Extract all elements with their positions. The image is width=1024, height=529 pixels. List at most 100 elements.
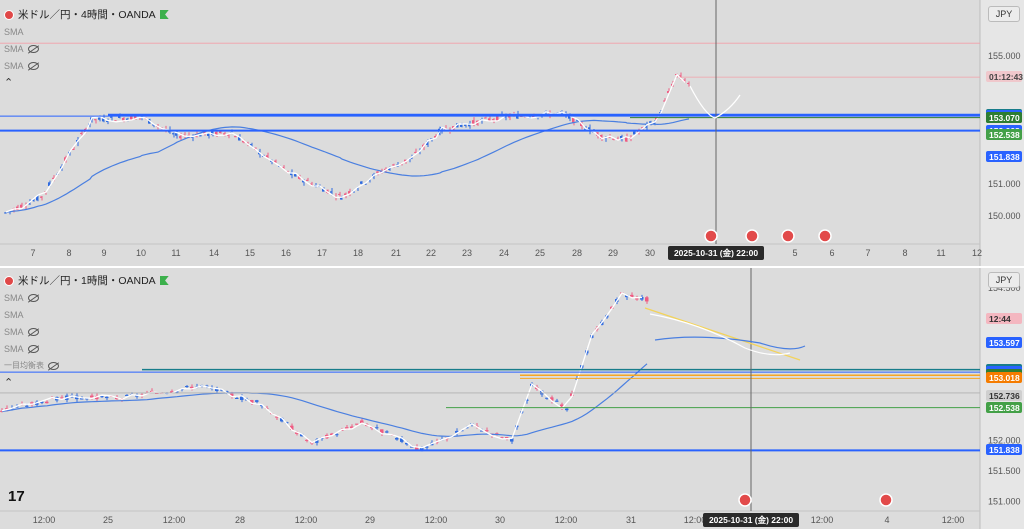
trend-line [644, 307, 801, 361]
candle-body [280, 417, 284, 422]
candle-body [190, 386, 194, 390]
forecast-line [689, 85, 741, 119]
currency-button[interactable]: JPY [988, 272, 1020, 288]
candle-body [242, 140, 245, 143]
candle-body [484, 117, 487, 119]
candle-body [60, 397, 64, 399]
candle-body [350, 426, 354, 429]
sma-label[interactable]: SMA [4, 292, 24, 303]
candle-body [4, 212, 7, 214]
time-tick-label: 29 [608, 248, 618, 258]
candle-body [298, 175, 301, 179]
legend-1h: 米ドル／円・1時間・OANDA SMA SMA SMA SMA 一目均衡表 ⌃ [4, 272, 169, 391]
candle-body [95, 395, 99, 400]
time-tick-label: 11 [171, 248, 180, 258]
sma-label[interactable]: SMA [4, 60, 24, 71]
candle-body [28, 202, 31, 205]
crosshair-time-badge [668, 246, 764, 260]
sma-label[interactable]: SMA [4, 26, 24, 37]
candle-body [508, 116, 511, 118]
time-tick-label: 12 [972, 248, 982, 258]
hidden-eye-icon[interactable] [27, 327, 39, 336]
crosshair-time-badge [703, 513, 799, 527]
time-tick-label: 18 [353, 248, 363, 258]
candle-body [653, 122, 656, 125]
candle-body [32, 200, 35, 202]
candle-body [410, 446, 414, 448]
price-tag [986, 337, 1022, 348]
candle-body [80, 132, 83, 134]
candle-body [274, 160, 277, 163]
crosshair-time-label: 2025-10-31 (金) 22:00 [709, 515, 793, 525]
price-tag [986, 129, 1022, 140]
candle-body [434, 136, 437, 138]
chart-canvas-4h[interactable]: 155.000151.000150.00001:12:43153.161153.… [0, 0, 1024, 266]
collapse-caret-icon[interactable]: ⌃ [4, 77, 14, 89]
hidden-eye-icon[interactable] [27, 344, 39, 353]
time-tick-label: 7 [30, 248, 35, 258]
candle-body [584, 128, 587, 130]
sma-label[interactable]: SMA [4, 309, 24, 320]
forecast-line [649, 313, 791, 356]
candle-body [25, 405, 29, 407]
candle-body [345, 427, 349, 429]
currency-button[interactable]: JPY [988, 6, 1020, 22]
candle-body [384, 168, 387, 170]
symbol-title[interactable]: 米ドル／円・4時間・OANDA [18, 9, 156, 21]
candle-body [376, 171, 379, 173]
candle-body [465, 427, 469, 429]
hidden-eye-icon[interactable] [48, 361, 59, 370]
sma-label[interactable]: SMA [4, 326, 24, 337]
sma-label[interactable]: SMA [4, 43, 24, 54]
chart-canvas-1h[interactable]: 154.500 152.000 151.500 151.000 12:44 153.597… [0, 268, 1024, 529]
candle-body [310, 183, 313, 186]
candle-body [266, 155, 269, 158]
candle-body [355, 423, 359, 425]
candle-body [290, 425, 294, 431]
price-tag-label: 152.538 [989, 403, 1020, 413]
hidden-eye-icon[interactable] [27, 61, 39, 70]
candle-body [64, 157, 67, 161]
hidden-eye-icon[interactable] [27, 293, 39, 302]
collapse-caret-icon[interactable]: ⌃ [4, 377, 14, 389]
price-tag-label: 153.070 [989, 113, 1020, 123]
us-jp-flag-icon [4, 275, 14, 286]
price-tag [986, 402, 1022, 413]
time-tick-label: 31 [626, 515, 636, 525]
price-tick-label: 151.000 [988, 497, 1021, 507]
price-tag [986, 372, 1022, 383]
candle-body [370, 427, 374, 429]
hidden-eye-icon[interactable] [27, 44, 39, 53]
price-tag-label: 153.597 [989, 338, 1020, 348]
candle-body [505, 437, 509, 439]
candle-body [392, 164, 395, 166]
candle-body [285, 422, 289, 424]
pane-separator[interactable] [0, 266, 1024, 268]
chart-pane-1h[interactable]: 154.500 152.000 151.500 151.000 12:44 153.597… [0, 268, 1024, 529]
us-event-flag-icon [879, 493, 893, 507]
candle-body [105, 396, 109, 399]
time-tick-label: 15 [245, 248, 255, 258]
sma-line [5, 118, 690, 213]
candle-body [250, 400, 254, 403]
chart-pane-4h[interactable]: 155.000151.000150.00001:12:43153.161153.… [0, 0, 1024, 266]
ichimoku-label[interactable]: 一目均衡表 [4, 361, 44, 370]
candle-body [510, 438, 514, 442]
symbol-title[interactable]: 米ドル／円・1時間・OANDA [18, 275, 156, 287]
candle-body [663, 100, 666, 102]
candle-body [580, 123, 583, 127]
candle-body [565, 408, 569, 411]
forecast-line [5, 73, 686, 213]
legend-4h: 米ドル／円・4時間・OANDA SMA SMA SMA ⌃ [4, 6, 169, 91]
time-tick-label: 11 [936, 248, 945, 258]
candle-body [223, 133, 226, 135]
price-tag [986, 151, 1022, 162]
tradingview-logo[interactable]: 17 [8, 488, 25, 505]
sma-label[interactable]: SMA [4, 343, 24, 354]
candle-body [72, 149, 75, 151]
candle-body [130, 115, 133, 120]
candle-body [98, 117, 101, 120]
candle-body [460, 124, 463, 127]
candle-body [488, 118, 491, 121]
candle-body [404, 159, 407, 162]
